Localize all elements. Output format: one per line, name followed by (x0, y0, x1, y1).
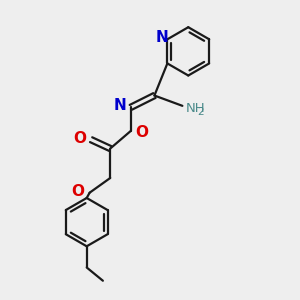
Text: O: O (73, 131, 86, 146)
Text: N: N (114, 98, 126, 113)
Text: NH: NH (186, 102, 206, 115)
Text: O: O (71, 184, 84, 199)
Text: 2: 2 (198, 107, 204, 117)
Text: O: O (135, 125, 148, 140)
Text: N: N (156, 30, 168, 45)
